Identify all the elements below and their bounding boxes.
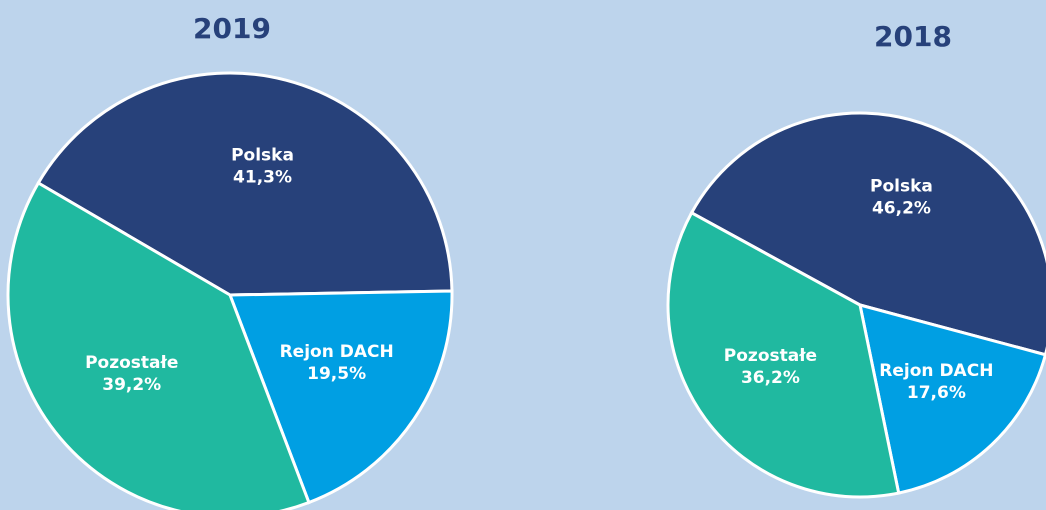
pie-slice bbox=[689, 111, 1046, 357]
slice-value-label: 36,2% bbox=[741, 368, 800, 388]
slice-value-label: 41,3% bbox=[233, 167, 292, 187]
pie-slice bbox=[858, 302, 1046, 495]
pie-slice bbox=[36, 71, 454, 297]
pie-slice bbox=[666, 210, 901, 499]
slice-label: Polska bbox=[231, 145, 294, 165]
slice-value-label: 39,2% bbox=[102, 375, 161, 395]
slice-label: Pozostałe bbox=[85, 353, 178, 373]
pie-slice bbox=[227, 289, 454, 505]
chart-title: 2019 bbox=[193, 12, 271, 45]
slice-label: Pozostałe bbox=[724, 346, 817, 366]
slice-value-label: 19,5% bbox=[307, 364, 366, 384]
chart-title: 2018 bbox=[874, 20, 952, 53]
slice-value-label: 17,6% bbox=[907, 383, 966, 403]
pie-slice bbox=[6, 180, 311, 510]
slice-label: Rejon DACH bbox=[879, 361, 993, 381]
slice-label: Polska bbox=[870, 177, 933, 197]
slice-value-label: 46,2% bbox=[872, 199, 931, 219]
slice-label: Rejon DACH bbox=[280, 342, 394, 362]
